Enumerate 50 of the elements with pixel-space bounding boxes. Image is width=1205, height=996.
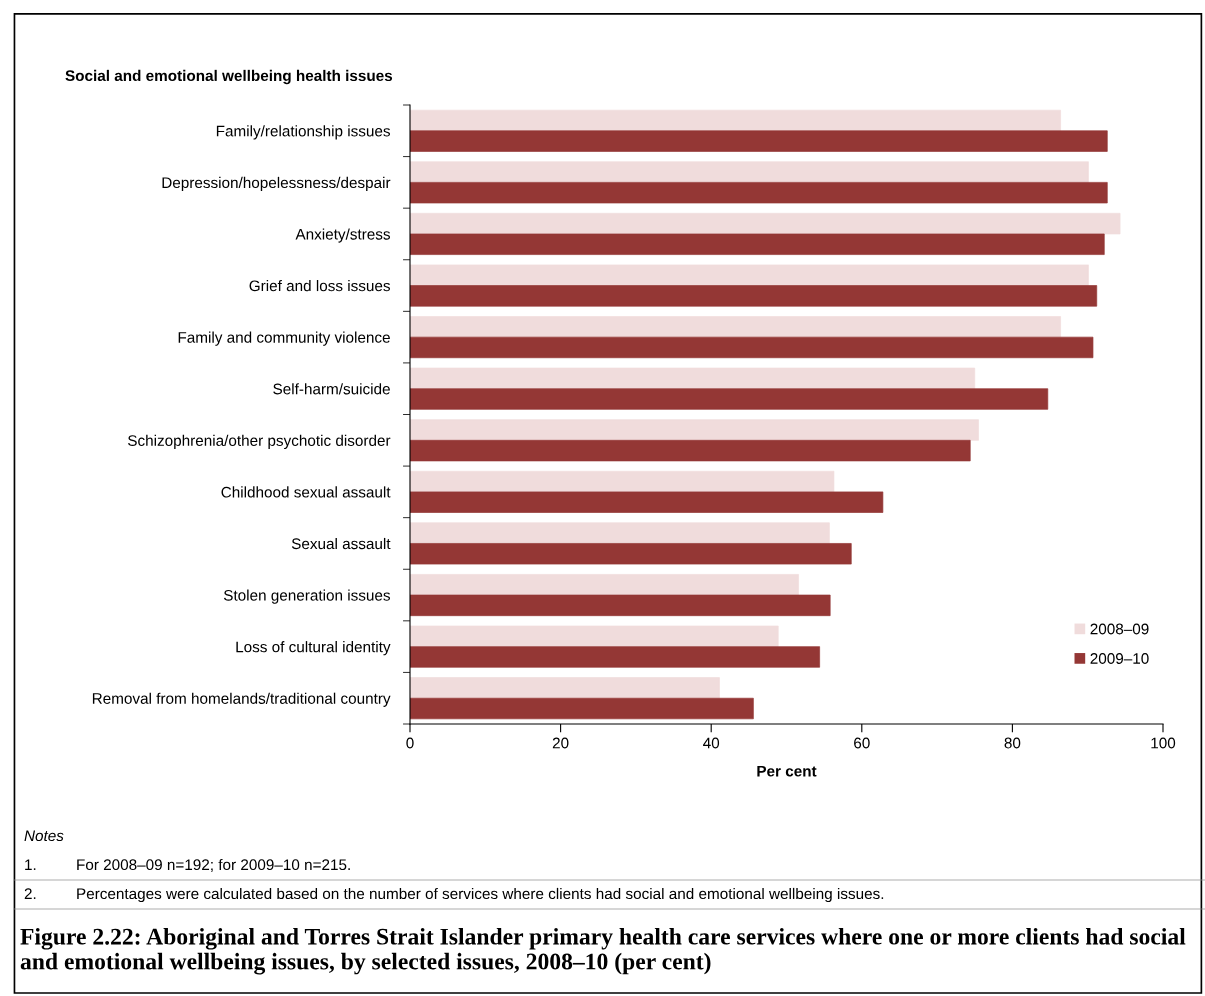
bar [410, 212, 1121, 235]
text: 1. For 2008–09 n=192; for 2009–10 n=215. [25, 858, 350, 872]
x-tick-label: 0 [406, 737, 414, 749]
bar [410, 677, 720, 699]
y-axis-title: Social and emotional wellbeing health issues [65, 69, 393, 85]
bar [410, 388, 1049, 410]
x-tick-label: 60 [854, 737, 870, 749]
bar [410, 697, 754, 720]
legend-label: 2008–09 [1090, 623, 1149, 635]
y-tick-label: Schizophrenia/other psychotic disorder [128, 434, 391, 449]
bar [410, 522, 830, 544]
bar [410, 130, 1108, 152]
y-tick-label: Grief and loss issues [249, 280, 391, 292]
y-tick-label: Self-harm/suicide [273, 383, 390, 395]
y-tick-label: Depression/hopelessness/despair [162, 176, 391, 192]
bar [410, 625, 779, 647]
bar [410, 491, 884, 513]
bar [410, 594, 831, 617]
x-tick-label: 100 [1151, 737, 1176, 749]
text: Notes [24, 830, 64, 842]
bar [410, 470, 835, 493]
bar [410, 367, 976, 390]
y-tick-label: Family and community violence [178, 331, 390, 346]
bar [410, 574, 799, 596]
y-tick-label: Stolen generation issues [223, 589, 391, 604]
x-tick-label: 80 [1004, 737, 1021, 749]
bar [410, 285, 1098, 307]
bar [410, 646, 820, 668]
bar [410, 233, 1105, 255]
y-tick-label: Loss of cultural identity [236, 641, 391, 656]
bar [410, 336, 1094, 359]
y-tick-label: Anxiety/stress [295, 228, 391, 243]
bar [410, 316, 1061, 338]
y-tick-label: Family/relationship issues [216, 125, 391, 140]
legend-label: 2009–10 [1090, 653, 1149, 664]
x-tick-label: 20 [552, 737, 569, 749]
y-tick-label: Sexual assault [291, 537, 391, 550]
x-axis-title: Per cent [757, 765, 817, 777]
bar [410, 439, 971, 462]
y-tick-label: Childhood sexual assault [221, 486, 391, 498]
bar [410, 419, 979, 441]
bar [410, 543, 852, 565]
y-tick-label: Removal from homelands/traditional country [92, 692, 391, 707]
text: 2. Percentages were calculated based on the number of services where clients had social and emotional wellbeing issues. [24, 887, 884, 903]
bar [410, 264, 1089, 286]
x-tick-label: 40 [703, 737, 720, 749]
bar [410, 161, 1089, 183]
bar [410, 109, 1061, 132]
bar [410, 182, 1108, 204]
text: Figure 2.22: Aboriginal and Torres Strait Islander primary health care services where one or more clients had social and emotional wellbeing issues, by selected issues, 2008–10 (per cent) [20, 928, 1186, 975]
